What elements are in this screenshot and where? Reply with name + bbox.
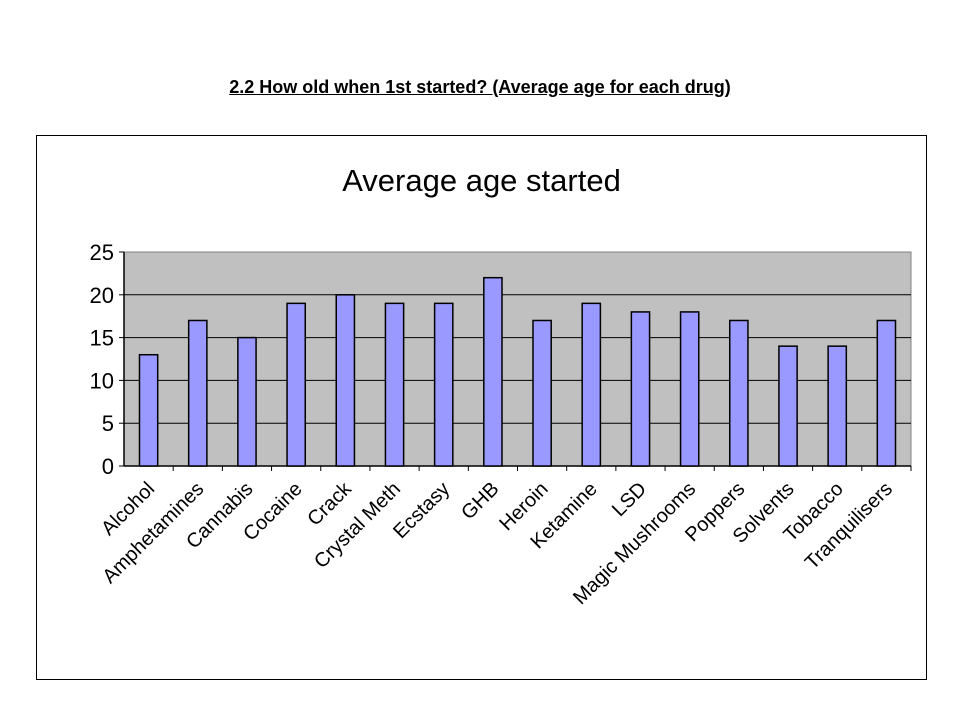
bar-chart: 0510152025AlcoholAmphetaminesCannabisCoc… bbox=[90, 240, 912, 609]
bar-ecstasy bbox=[433, 302, 454, 467]
y-tick-label: 25 bbox=[90, 240, 114, 265]
bar-solvents bbox=[778, 345, 798, 467]
bar-ketamine bbox=[581, 302, 602, 467]
bar-cocaine bbox=[286, 302, 307, 467]
bar-tranquilisers bbox=[876, 319, 897, 467]
bar-poppers bbox=[728, 319, 749, 467]
bar-lsd bbox=[630, 311, 651, 467]
bar-heroin bbox=[532, 319, 552, 467]
bar-magic-mushrooms bbox=[679, 311, 700, 467]
y-tick-label: 20 bbox=[90, 283, 114, 308]
x-tick-label: LSD bbox=[608, 478, 651, 521]
x-tick-label: Tranquilisers bbox=[801, 478, 897, 574]
y-tick-label: 10 bbox=[90, 368, 114, 393]
bar-ghb bbox=[483, 276, 503, 467]
bar-tobacco bbox=[827, 345, 848, 467]
bar-amphetamines bbox=[187, 319, 208, 467]
y-tick-label: 0 bbox=[102, 454, 114, 479]
page-heading: 2.2 How old when 1st started? (Average a… bbox=[229, 77, 731, 97]
bar-crack bbox=[335, 294, 356, 467]
bar-alcohol bbox=[138, 353, 159, 467]
bar-cannabis bbox=[237, 336, 257, 467]
y-tick-label: 15 bbox=[90, 326, 114, 351]
bar-crystal-meth bbox=[384, 302, 405, 467]
y-tick-label: 5 bbox=[102, 411, 114, 436]
chart-title: Average age started bbox=[342, 163, 621, 198]
chart-frame: Average age started 0 5 10 15 20 25 Alcohol Amp… bbox=[36, 135, 927, 680]
